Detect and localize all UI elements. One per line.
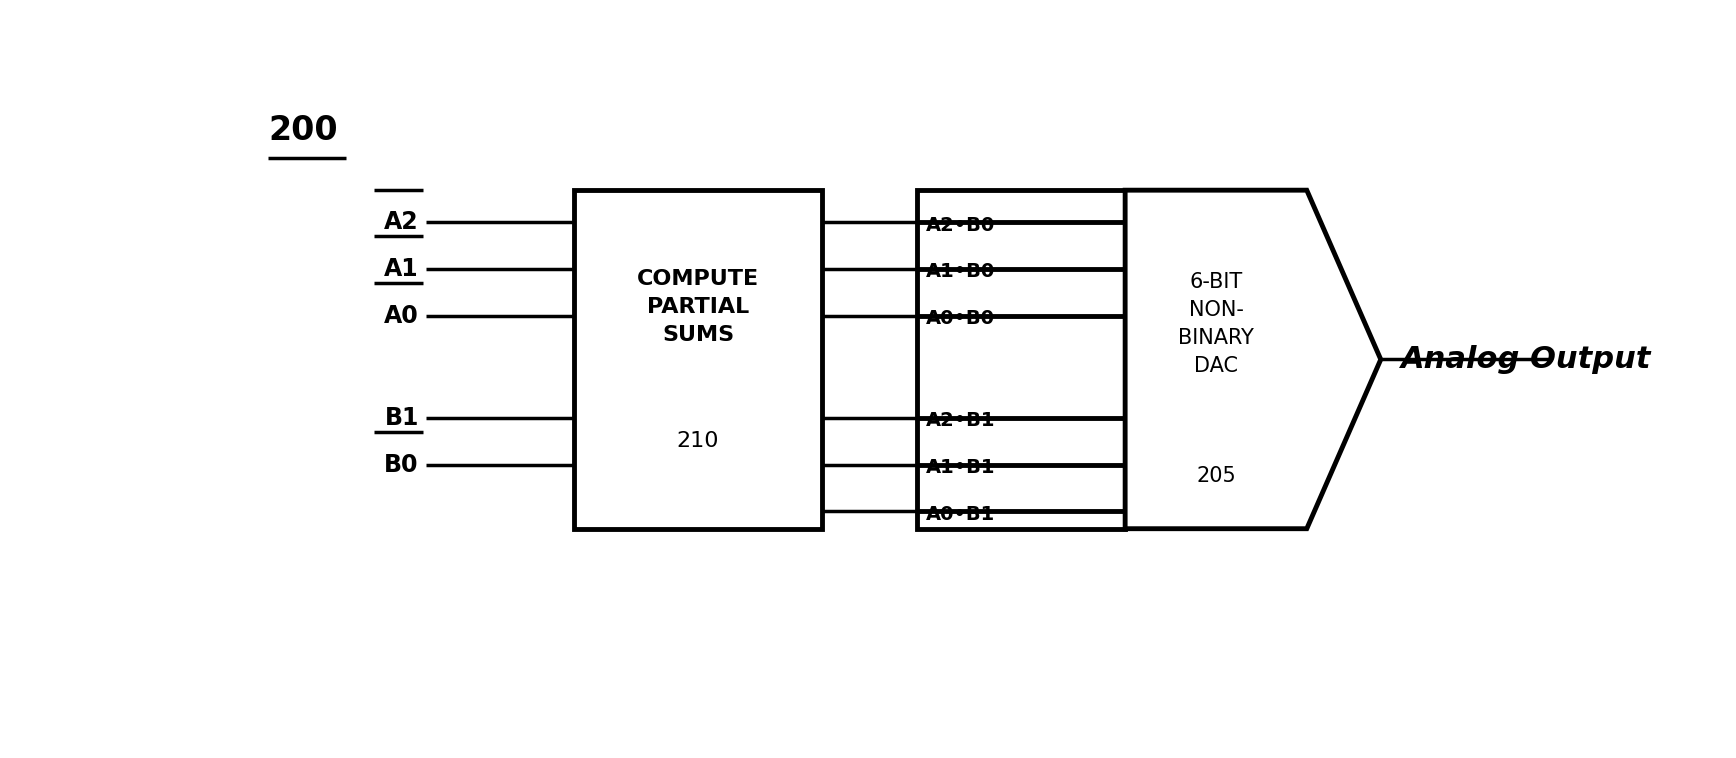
- Text: A0•B0: A0•B0: [925, 309, 995, 328]
- Text: 210: 210: [677, 431, 719, 451]
- Text: A2•B1: A2•B1: [925, 412, 995, 431]
- Text: B1: B1: [384, 406, 418, 430]
- Text: 6-BIT
NON-
BINARY
DAC: 6-BIT NON- BINARY DAC: [1179, 272, 1253, 377]
- Text: A1•B1: A1•B1: [925, 458, 995, 477]
- Text: COMPUTE
PARTIAL
SUMS: COMPUTE PARTIAL SUMS: [637, 269, 759, 345]
- Text: B0: B0: [384, 453, 418, 477]
- Text: A0•B1: A0•B1: [925, 505, 995, 524]
- Polygon shape: [1125, 190, 1380, 529]
- Text: Analog Output: Analog Output: [1401, 345, 1651, 374]
- Text: 205: 205: [1196, 466, 1236, 486]
- Text: A1•B0: A1•B0: [925, 262, 995, 281]
- Bar: [573, 190, 823, 529]
- Text: A2•B0: A2•B0: [925, 216, 995, 235]
- Text: A0: A0: [384, 304, 418, 327]
- Text: A1: A1: [384, 257, 418, 281]
- Text: 200: 200: [267, 114, 339, 147]
- Bar: [917, 190, 1125, 529]
- Text: A2: A2: [384, 210, 418, 234]
